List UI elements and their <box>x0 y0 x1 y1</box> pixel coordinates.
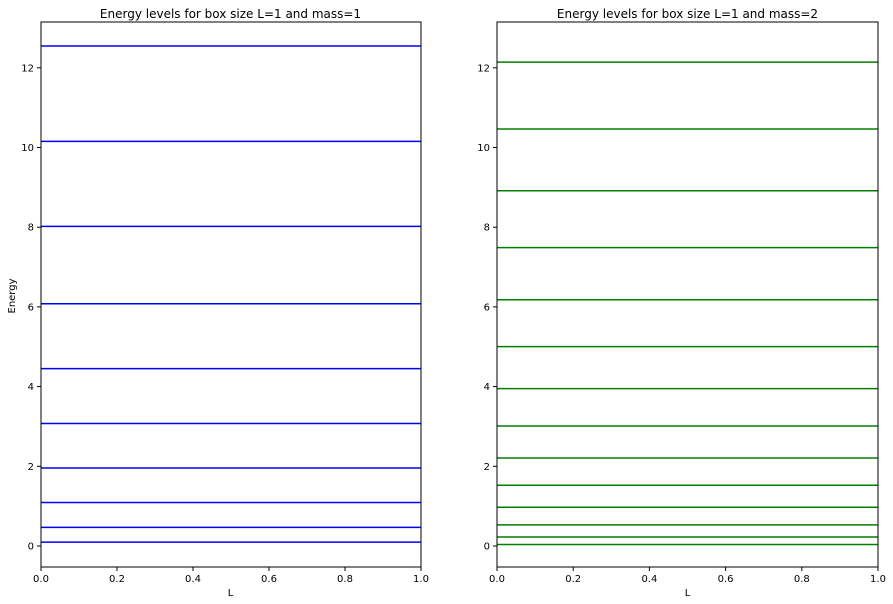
x-tick-label: 0.4 <box>185 574 201 585</box>
x-tick-label: 0.2 <box>565 574 581 585</box>
plot-area-frame <box>496 21 879 568</box>
x-tick-label: 0.4 <box>641 574 657 585</box>
y-tick-label: 12 <box>21 63 34 74</box>
y-ticks: 0 2 4 6 8 10 12 <box>477 63 497 553</box>
chart-panel-mass-1: Energy levels for box size L=1 and mass=… <box>7 7 429 599</box>
x-tick-label: 1.0 <box>870 574 886 585</box>
y-tick-label: 0 <box>484 542 490 553</box>
y-tick-label: 4 <box>484 382 490 393</box>
x-tick-label: 0.8 <box>337 574 353 585</box>
x-tick-label: 0.0 <box>489 574 505 585</box>
x-tick-label: 0.2 <box>109 574 125 585</box>
y-tick-label: 2 <box>484 462 490 473</box>
y-tick-label: 0 <box>28 542 34 553</box>
energy-levels <box>497 61 878 546</box>
chart-panel-mass-2: Energy levels for box size L=1 and mass=… <box>477 7 886 599</box>
x-tick-label: 0.6 <box>261 574 277 585</box>
chart-title: Energy levels for box size L=1 and mass=… <box>100 7 361 21</box>
y-tick-label: 4 <box>28 382 34 393</box>
x-tick-label: 1.0 <box>413 574 429 585</box>
y-tick-label: 12 <box>477 63 490 74</box>
y-tick-label: 10 <box>477 143 490 154</box>
y-tick-label: 6 <box>484 302 490 313</box>
y-tick-label: 6 <box>28 302 34 313</box>
y-tick-label: 2 <box>28 462 34 473</box>
x-ticks: 0.0 0.2 0.4 0.6 0.8 1.0 <box>489 567 886 585</box>
y-tick-label: 8 <box>28 223 34 234</box>
x-axis-label: L <box>228 588 234 599</box>
x-ticks: 0.0 0.2 0.4 0.6 0.8 1.0 <box>33 567 429 585</box>
y-tick-label: 8 <box>484 223 490 234</box>
x-axis-label: L <box>685 588 691 599</box>
y-ticks: 0 2 4 6 8 10 12 <box>21 63 41 553</box>
x-tick-label: 0.0 <box>33 574 49 585</box>
x-tick-label: 0.8 <box>794 574 810 585</box>
y-tick-label: 10 <box>21 143 34 154</box>
chart-title: Energy levels for box size L=1 and mass=… <box>557 7 818 21</box>
energy-levels <box>41 45 421 543</box>
x-tick-label: 0.6 <box>718 574 734 585</box>
plot-area-frame <box>40 21 422 568</box>
y-axis-label: Energy <box>7 278 18 313</box>
